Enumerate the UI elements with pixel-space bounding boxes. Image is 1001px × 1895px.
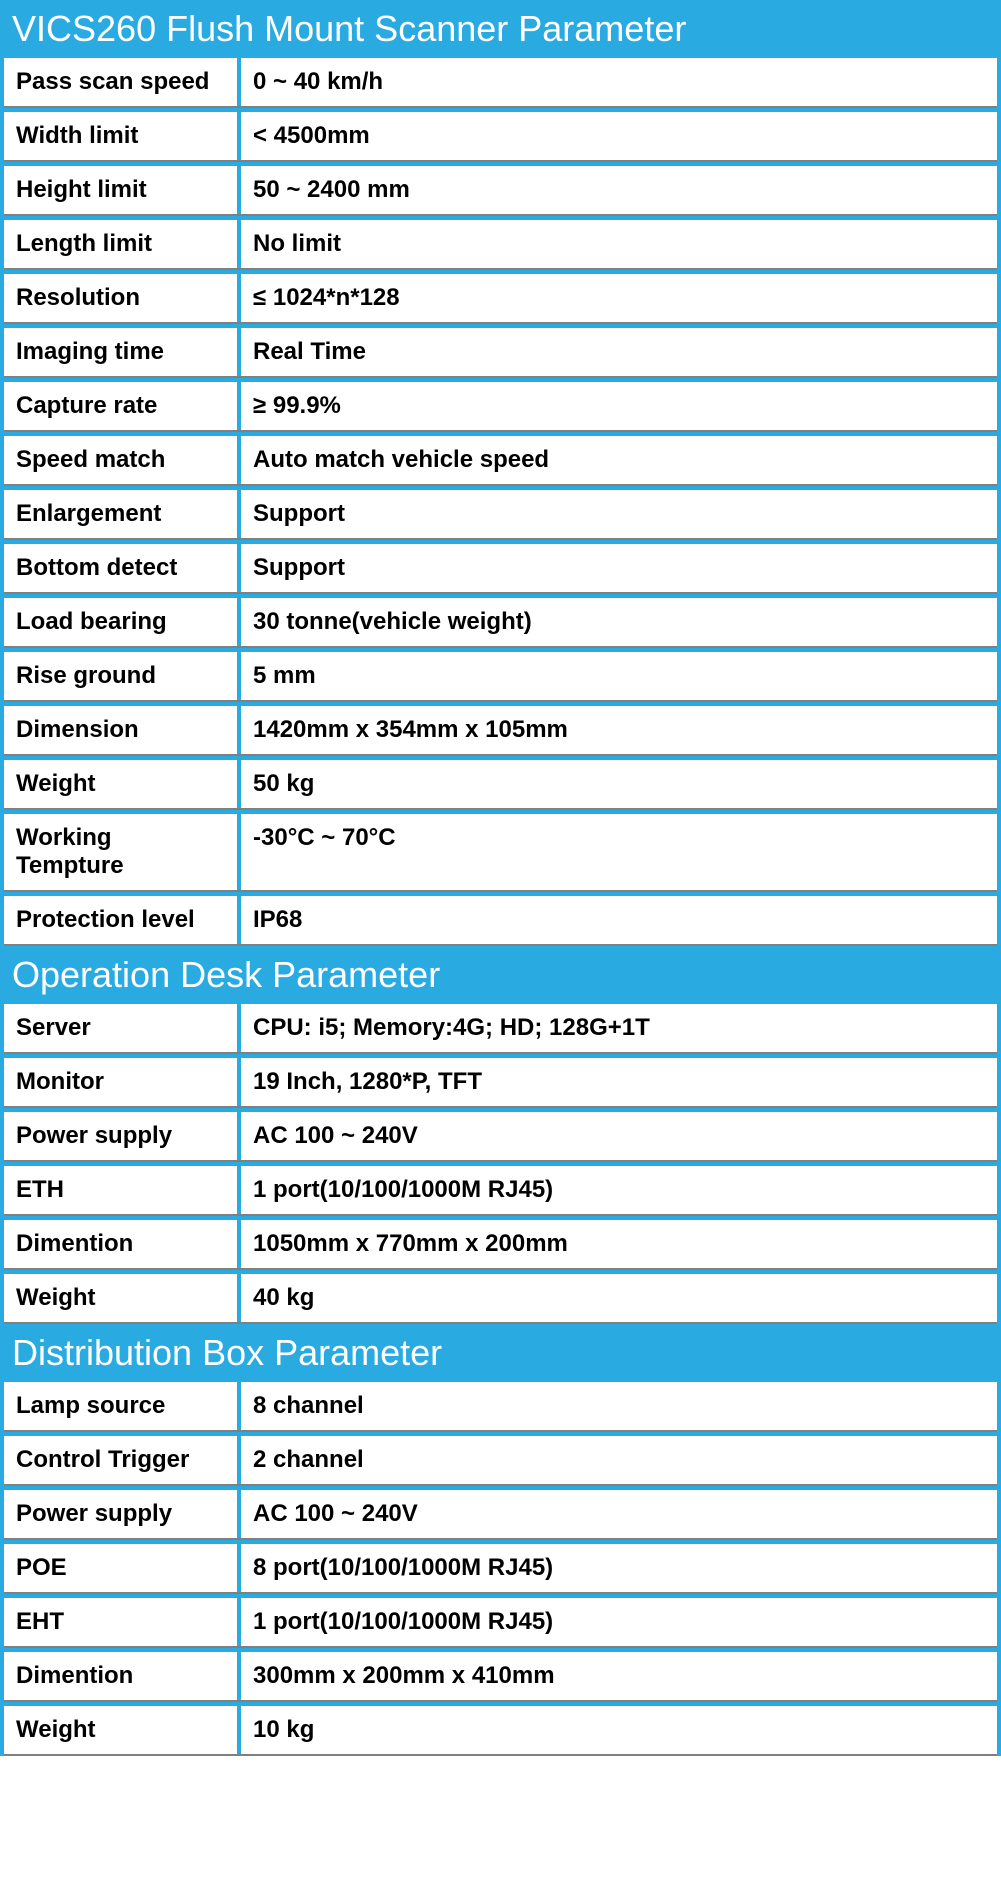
table-row: Working Tempture-30°C ~ 70°C bbox=[4, 810, 997, 892]
spec-value: 8 port(10/100/1000M RJ45) bbox=[241, 1544, 997, 1592]
table-row: Height limit50 ~ 2400 mm bbox=[4, 162, 997, 216]
spec-label: Rise ground bbox=[4, 652, 241, 700]
spec-label: Protection level bbox=[4, 896, 241, 944]
spec-value: 8 channel bbox=[241, 1382, 997, 1430]
spec-value: 1420mm x 354mm x 105mm bbox=[241, 706, 997, 754]
spec-label: Dimention bbox=[4, 1652, 241, 1700]
table-row: EnlargementSupport bbox=[4, 486, 997, 540]
section-header-desk: Operation Desk Parameter bbox=[0, 946, 1001, 1004]
table-row: ETH1 port(10/100/1000M RJ45) bbox=[4, 1162, 997, 1216]
spec-value: AC 100 ~ 240V bbox=[241, 1490, 997, 1538]
spec-label: POE bbox=[4, 1544, 241, 1592]
spec-value: No limit bbox=[241, 220, 997, 268]
spec-value: ≤ 1024*n*128 bbox=[241, 274, 997, 322]
table-row: EHT1 port(10/100/1000M RJ45) bbox=[4, 1594, 997, 1648]
table-row: Control Trigger2 channel bbox=[4, 1432, 997, 1486]
table-row: Weight40 kg bbox=[4, 1270, 997, 1324]
spec-value: 2 channel bbox=[241, 1436, 997, 1484]
spec-label: Enlargement bbox=[4, 490, 241, 538]
table-row: Bottom detectSupport bbox=[4, 540, 997, 594]
table-row: Width limit< 4500mm bbox=[4, 108, 997, 162]
spec-value: 50 kg bbox=[241, 760, 997, 808]
spec-label: Capture rate bbox=[4, 382, 241, 430]
spec-label: Width limit bbox=[4, 112, 241, 160]
table-row: Length limitNo limit bbox=[4, 216, 997, 270]
spec-label: Length limit bbox=[4, 220, 241, 268]
table-row: Capture rate≥ 99.9% bbox=[4, 378, 997, 432]
spec-table: VICS260 Flush Mount Scanner Parameter Pa… bbox=[0, 0, 1001, 1756]
table-row: Load bearing30 tonne(vehicle weight) bbox=[4, 594, 997, 648]
table-row: Power supplyAC 100 ~ 240V bbox=[4, 1108, 997, 1162]
spec-value: Auto match vehicle speed bbox=[241, 436, 997, 484]
spec-value: CPU: i5; Memory:4G; HD; 128G+1T bbox=[241, 1004, 997, 1052]
spec-value: 10 kg bbox=[241, 1706, 997, 1754]
table-row: Speed matchAuto match vehicle speed bbox=[4, 432, 997, 486]
spec-label: Server bbox=[4, 1004, 241, 1052]
section-desk: ServerCPU: i5; Memory:4G; HD; 128G+1T Mo… bbox=[0, 1004, 1001, 1324]
spec-label: Resolution bbox=[4, 274, 241, 322]
table-row: POE8 port(10/100/1000M RJ45) bbox=[4, 1540, 997, 1594]
spec-label: Dimention bbox=[4, 1220, 241, 1268]
table-row: Dimension1420mm x 354mm x 105mm bbox=[4, 702, 997, 756]
spec-value: 1 port(10/100/1000M RJ45) bbox=[241, 1598, 997, 1646]
spec-value: Support bbox=[241, 490, 997, 538]
section-header-box: Distribution Box Parameter bbox=[0, 1324, 1001, 1382]
spec-label: Lamp source bbox=[4, 1382, 241, 1430]
spec-value: 5 mm bbox=[241, 652, 997, 700]
spec-value: Support bbox=[241, 544, 997, 592]
table-row: Power supplyAC 100 ~ 240V bbox=[4, 1486, 997, 1540]
spec-value: 1 port(10/100/1000M RJ45) bbox=[241, 1166, 997, 1214]
spec-label: ETH bbox=[4, 1166, 241, 1214]
spec-value: 300mm x 200mm x 410mm bbox=[241, 1652, 997, 1700]
table-row: Weight50 kg bbox=[4, 756, 997, 810]
spec-label: Weight bbox=[4, 1706, 241, 1754]
spec-label: Weight bbox=[4, 760, 241, 808]
spec-label: Power supply bbox=[4, 1112, 241, 1160]
spec-value: 40 kg bbox=[241, 1274, 997, 1322]
section-header-scanner: VICS260 Flush Mount Scanner Parameter bbox=[0, 0, 1001, 58]
spec-value: 0 ~ 40 km/h bbox=[241, 58, 997, 106]
spec-value: ≥ 99.9% bbox=[241, 382, 997, 430]
spec-label: Weight bbox=[4, 1274, 241, 1322]
spec-label: Power supply bbox=[4, 1490, 241, 1538]
spec-label: Bottom detect bbox=[4, 544, 241, 592]
section-scanner: Pass scan speed0 ~ 40 km/h Width limit< … bbox=[0, 58, 1001, 946]
table-row: Dimention1050mm x 770mm x 200mm bbox=[4, 1216, 997, 1270]
spec-value: 19 Inch, 1280*P, TFT bbox=[241, 1058, 997, 1106]
spec-label: Control Trigger bbox=[4, 1436, 241, 1484]
table-row: Dimention300mm x 200mm x 410mm bbox=[4, 1648, 997, 1702]
section-box: Lamp source8 channel Control Trigger2 ch… bbox=[0, 1382, 1001, 1756]
table-row: Pass scan speed0 ~ 40 km/h bbox=[4, 58, 997, 108]
table-row: Monitor19 Inch, 1280*P, TFT bbox=[4, 1054, 997, 1108]
spec-label: Speed match bbox=[4, 436, 241, 484]
spec-label: Imaging time bbox=[4, 328, 241, 376]
spec-value: Real Time bbox=[241, 328, 997, 376]
spec-label: Height limit bbox=[4, 166, 241, 214]
spec-value: AC 100 ~ 240V bbox=[241, 1112, 997, 1160]
spec-label: Dimension bbox=[4, 706, 241, 754]
spec-value: -30°C ~ 70°C bbox=[241, 814, 997, 890]
table-row: Lamp source8 channel bbox=[4, 1382, 997, 1432]
table-row: Weight10 kg bbox=[4, 1702, 997, 1756]
table-row: Rise ground5 mm bbox=[4, 648, 997, 702]
table-row: ServerCPU: i5; Memory:4G; HD; 128G+1T bbox=[4, 1004, 997, 1054]
table-row: Resolution≤ 1024*n*128 bbox=[4, 270, 997, 324]
spec-label: EHT bbox=[4, 1598, 241, 1646]
spec-value: < 4500mm bbox=[241, 112, 997, 160]
spec-value: 30 tonne(vehicle weight) bbox=[241, 598, 997, 646]
spec-label: Working Tempture bbox=[4, 814, 241, 890]
table-row: Protection levelIP68 bbox=[4, 892, 997, 946]
spec-value: IP68 bbox=[241, 896, 997, 944]
spec-label: Load bearing bbox=[4, 598, 241, 646]
table-row: Imaging timeReal Time bbox=[4, 324, 997, 378]
spec-label: Pass scan speed bbox=[4, 58, 241, 106]
spec-value: 50 ~ 2400 mm bbox=[241, 166, 997, 214]
spec-value: 1050mm x 770mm x 200mm bbox=[241, 1220, 997, 1268]
spec-label: Monitor bbox=[4, 1058, 241, 1106]
